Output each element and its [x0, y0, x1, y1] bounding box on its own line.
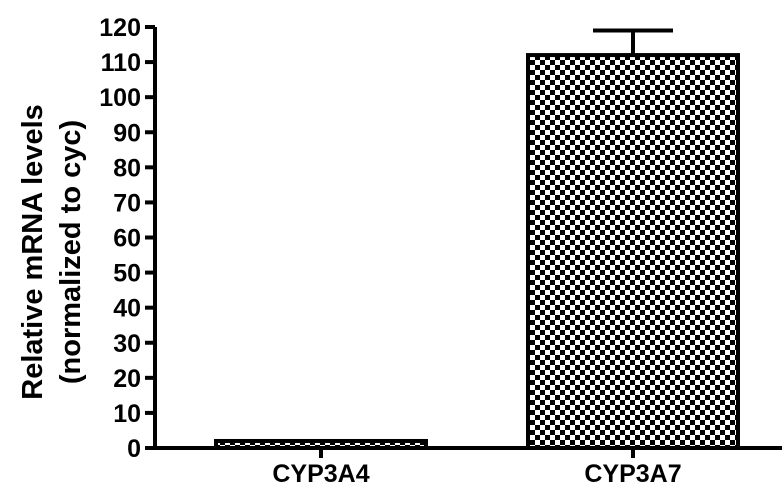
bars: [214, 28, 740, 451]
y-tick-label: 10: [113, 400, 141, 428]
y-axis-title-line-1: Relative mRNA levels: [17, 104, 49, 400]
bar-cyp3a7: [526, 53, 740, 450]
y-tick-label: 70: [113, 189, 141, 217]
y-tick-label: 90: [113, 119, 141, 147]
y-tick-label: 40: [113, 295, 141, 323]
x-tick-label-cyp3a4: CYP3A4: [272, 460, 369, 488]
y-tick-label: 50: [113, 260, 141, 288]
y-tick-label: 60: [113, 225, 141, 253]
y-tick-label: 100: [99, 84, 141, 112]
y-axis-ticks: 0 10 20 30 40 50 60 70 80 90 100 110 120: [99, 14, 155, 463]
y-axis-title: Relative mRNA levels (normalized to cyc): [17, 104, 87, 400]
y-tick-label: 110: [101, 49, 141, 77]
y-tick-label: 20: [113, 365, 141, 393]
y-tick-label: 0: [127, 435, 141, 463]
x-tick-label-cyp3a7: CYP3A7: [584, 460, 681, 488]
x-axis-labels: CYP3A4 CYP3A7: [272, 448, 682, 488]
y-tick-label: 120: [99, 14, 141, 42]
y-tick-label: 80: [113, 154, 141, 182]
y-axis-title-line-2: (normalized to cyc): [55, 120, 87, 384]
y-tick-label: 30: [113, 330, 141, 358]
